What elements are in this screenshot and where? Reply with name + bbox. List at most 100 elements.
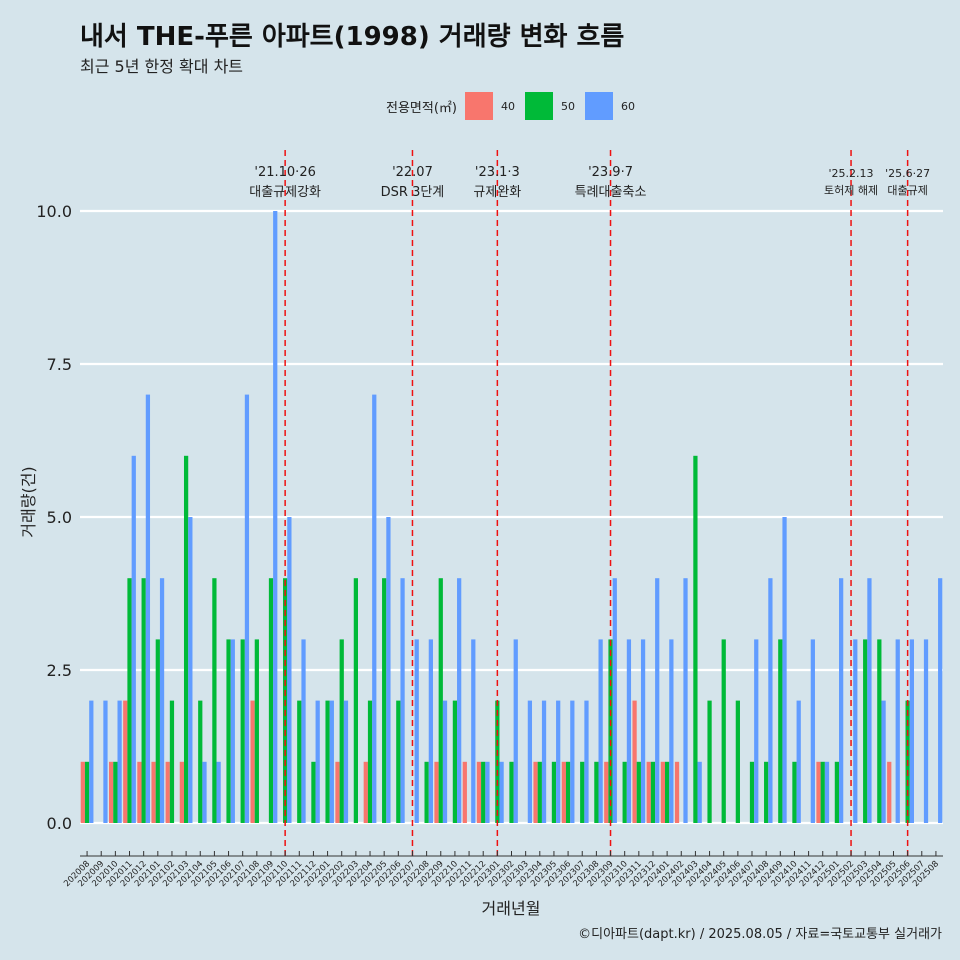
bar-60: [400, 578, 405, 823]
bar-40: [434, 761, 439, 823]
bar-60: [527, 700, 533, 823]
event-label: 토허제 해제: [824, 183, 878, 197]
bar-40: [816, 761, 821, 823]
bar-60: [810, 639, 815, 823]
bar-50: [792, 761, 797, 823]
bar-60: [669, 639, 674, 823]
bar-50: [735, 700, 740, 823]
bar-60: [442, 700, 448, 823]
bar-50: [183, 455, 189, 823]
event-date: '22.07: [392, 165, 433, 180]
bar-60: [103, 700, 108, 823]
bar-40: [123, 700, 128, 823]
bar-50: [537, 761, 542, 823]
bar-50: [367, 700, 373, 823]
bar-50: [198, 700, 203, 823]
bar-50: [311, 761, 316, 823]
bar-40: [137, 761, 142, 823]
legend-swatch-60: [584, 92, 613, 120]
bar-60: [414, 639, 419, 823]
bar-60: [301, 639, 306, 823]
bar-40: [476, 761, 482, 823]
bar-60: [782, 517, 787, 823]
bar-40: [151, 761, 156, 823]
x-axis: 2020082020092020102020112020122021012021…: [62, 851, 943, 889]
bar-50: [396, 700, 401, 823]
legend-label-50: 50: [560, 99, 575, 113]
y-tick-label: 0.0: [47, 814, 72, 833]
bar-60: [697, 761, 702, 823]
bar-50: [778, 639, 783, 823]
bar-60: [485, 761, 490, 823]
x-axis-label: 거래년월: [482, 899, 541, 918]
bar-50: [212, 578, 217, 823]
bar-50: [749, 761, 755, 823]
bar-60: [343, 700, 349, 823]
bar-60: [612, 578, 617, 823]
bar-60: [923, 639, 929, 823]
legend-title: 전용면적(㎡): [386, 100, 457, 116]
bar-60: [89, 700, 94, 823]
bar-60: [216, 761, 221, 823]
y-tick-label: 5.0: [47, 508, 72, 527]
bar-40: [674, 761, 680, 823]
bar-50: [452, 700, 458, 823]
bar-50: [665, 761, 670, 823]
bar-40: [250, 700, 255, 823]
legend-item-60: 60: [584, 92, 635, 120]
bar-60: [881, 700, 886, 823]
bar-50: [481, 761, 486, 823]
event-date: '23.9·7: [588, 165, 633, 180]
event-date: '25.2.13: [829, 167, 874, 180]
bar-50: [764, 761, 769, 823]
bar-50: [382, 578, 387, 823]
bar-60: [513, 639, 518, 823]
bar-60: [796, 700, 801, 823]
bar-60: [909, 639, 914, 823]
event-label: DSR 3단계: [381, 185, 445, 200]
bar-60: [938, 578, 943, 823]
bar-40: [632, 700, 637, 823]
bar-40: [335, 761, 340, 823]
bar-50: [707, 700, 712, 823]
bar-60: [824, 761, 830, 823]
bar-60: [839, 578, 844, 823]
legend-swatch-40: [464, 92, 493, 120]
event-label: 규제완화: [473, 185, 521, 200]
event-date: '25.6·27: [885, 167, 930, 180]
bar-50: [254, 639, 259, 823]
bar-60: [159, 578, 165, 823]
bar-60: [867, 578, 872, 823]
bar-50: [650, 761, 656, 823]
chart-title: 내서 THE-푸른 아파트(1998) 거래량 변화 흐름: [80, 22, 625, 52]
bar-50: [438, 578, 443, 823]
bar-60: [584, 700, 589, 823]
bar-60: [428, 639, 433, 823]
bar-50: [226, 639, 231, 823]
bar-50: [240, 639, 245, 823]
bar-40: [887, 761, 892, 823]
bar-60: [329, 700, 334, 823]
bar-60: [287, 517, 292, 823]
bar-50: [509, 761, 514, 823]
bar-40: [561, 761, 566, 823]
event-label: 특례대출축소: [575, 185, 647, 200]
bar-60: [683, 578, 688, 823]
bar-50: [297, 700, 302, 823]
legend: 전용면적(㎡) 40 50 60: [386, 92, 645, 120]
bar-40: [363, 761, 368, 823]
chart-subtitle: 최근 5년 한정 확대 차트: [80, 57, 244, 76]
bar-50: [693, 455, 698, 823]
event-date: '21.10·26: [254, 165, 315, 180]
bar-50: [877, 639, 882, 823]
bar-60: [457, 578, 462, 823]
event-date: '23.1·3: [475, 165, 520, 180]
bar-50: [353, 578, 358, 823]
y-tick-label: 2.5: [47, 661, 72, 680]
source-caption: ©디아파트(dapt.kr) / 2025.08.05 / 자료=국토교통부 실…: [578, 927, 942, 942]
bar-60: [626, 639, 632, 823]
bar-60: [499, 761, 504, 823]
bar-40: [462, 761, 467, 823]
bar-50: [339, 639, 344, 823]
